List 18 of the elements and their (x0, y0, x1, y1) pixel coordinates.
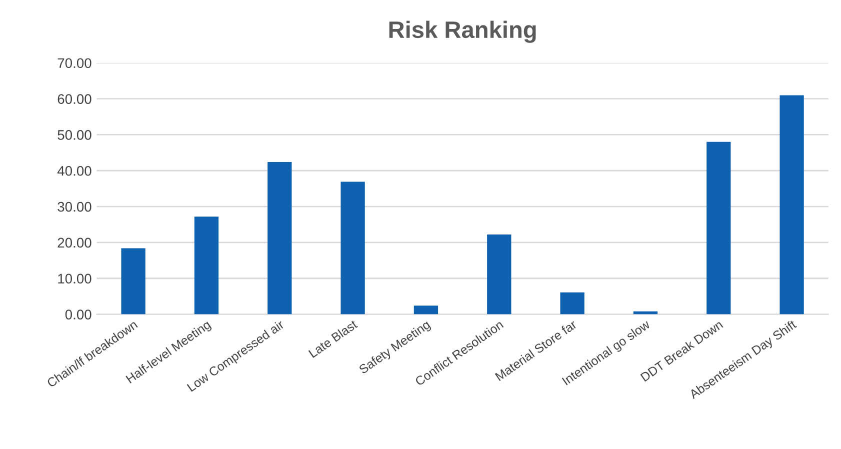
bar (706, 142, 731, 314)
bar (560, 292, 584, 314)
y-tick-label: 10.00 (58, 274, 92, 284)
bar (487, 234, 512, 314)
bar (340, 182, 365, 314)
y-tick-label: 70.00 (58, 58, 92, 68)
y-tick-label: 60.00 (58, 94, 92, 104)
bar (121, 248, 146, 314)
bar (414, 306, 438, 314)
y-tick-label: 40.00 (57, 166, 92, 176)
bar (194, 216, 219, 314)
chart-title: Risk Ranking (389, 20, 536, 43)
bar (268, 162, 292, 314)
y-tick-label: 30.00 (58, 202, 92, 212)
bar (780, 95, 804, 314)
y-tick-label: 50.00 (58, 130, 92, 140)
y-tick-label: 20.00 (58, 238, 92, 248)
y-tick-label: 0.00 (65, 310, 92, 320)
